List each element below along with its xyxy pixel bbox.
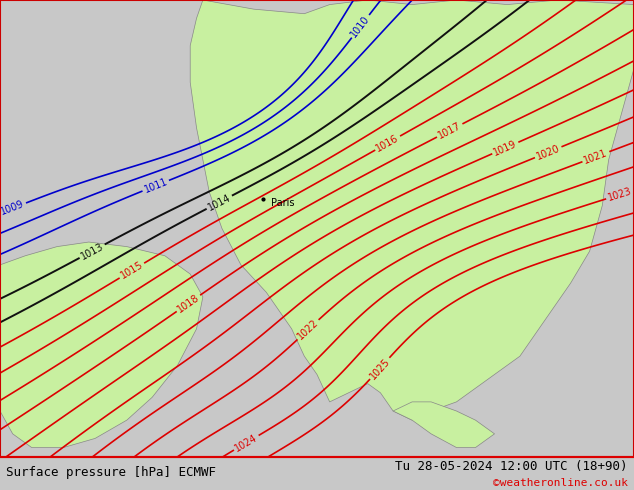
- Text: 1024: 1024: [233, 432, 259, 453]
- Text: Paris: Paris: [271, 197, 294, 207]
- Text: 1016: 1016: [375, 133, 401, 153]
- Text: 1010: 1010: [349, 14, 372, 39]
- Text: 1009: 1009: [0, 199, 26, 217]
- Text: Tu 28-05-2024 12:00 UTC (18+90): Tu 28-05-2024 12:00 UTC (18+90): [395, 460, 628, 473]
- Text: 1018: 1018: [176, 292, 202, 315]
- Text: 1025: 1025: [368, 356, 392, 381]
- Text: 1022: 1022: [295, 318, 321, 342]
- Text: 1015: 1015: [119, 260, 145, 281]
- Text: 1011: 1011: [143, 176, 169, 195]
- Text: ©weatheronline.co.uk: ©weatheronline.co.uk: [493, 478, 628, 488]
- Text: 1014: 1014: [206, 192, 233, 212]
- Text: 1021: 1021: [583, 147, 609, 166]
- Text: 1023: 1023: [607, 186, 633, 203]
- Text: 1020: 1020: [535, 143, 562, 162]
- Text: 1017: 1017: [436, 121, 463, 141]
- Text: Surface pressure [hPa] ECMWF: Surface pressure [hPa] ECMWF: [6, 466, 216, 479]
- Text: 1019: 1019: [492, 139, 519, 157]
- Text: 1013: 1013: [79, 241, 105, 261]
